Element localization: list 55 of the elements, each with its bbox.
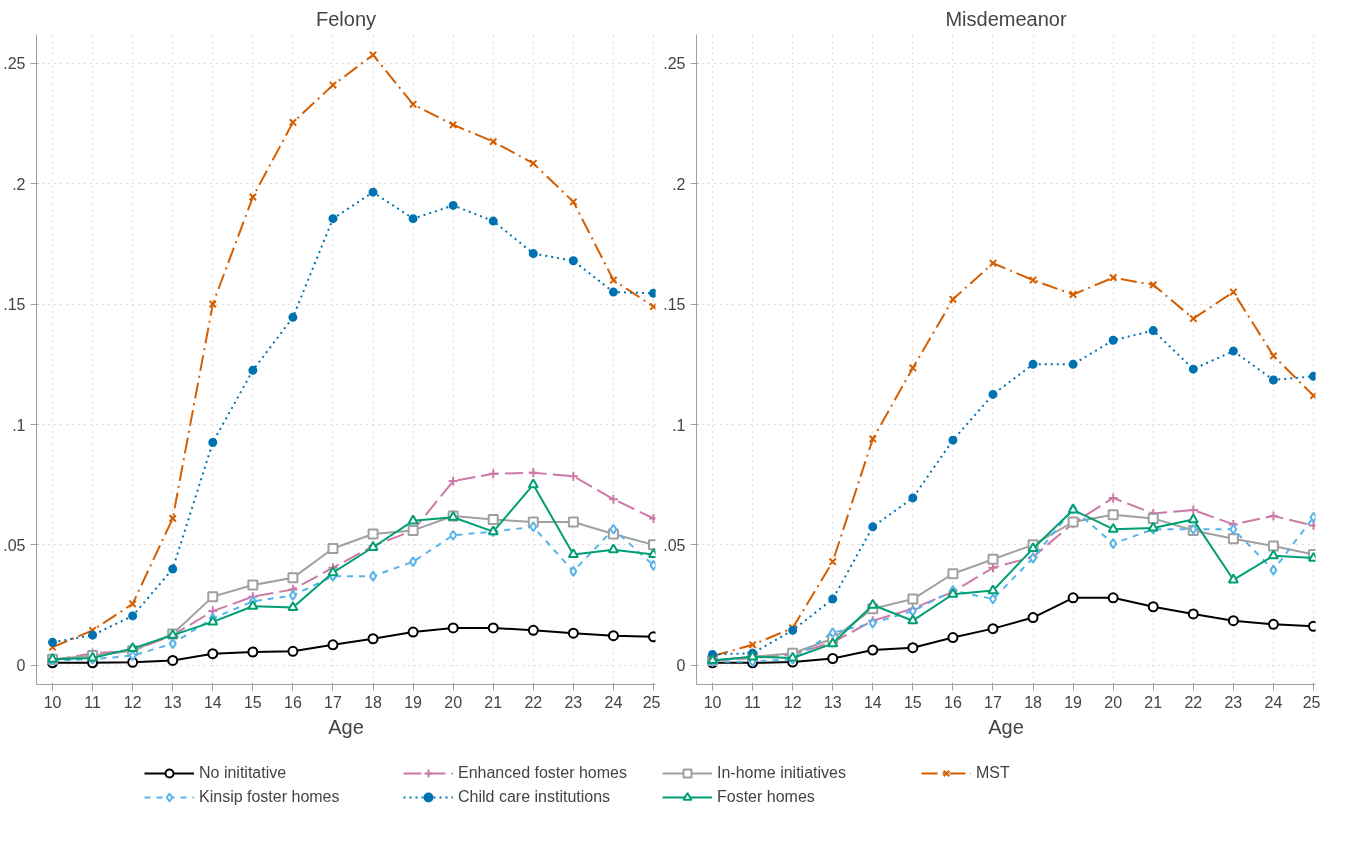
x-tick-label: 16 <box>284 693 302 711</box>
x-tick-label: 23 <box>1224 693 1243 711</box>
legend-label: Kinsip foster homes <box>199 788 341 806</box>
y-tick-label: .05 <box>3 536 26 554</box>
x-tick-label: 17 <box>984 693 1002 711</box>
y-tick-label: .15 <box>3 296 26 314</box>
y-tick-label: .1 <box>12 416 26 434</box>
chart-title: Felony <box>315 7 377 30</box>
x-tick-label: 22 <box>524 693 543 711</box>
x-tick-label: 13 <box>823 693 842 711</box>
x-tick-label: 21 <box>1144 693 1163 711</box>
x-tick-label: 15 <box>903 693 922 711</box>
x-tick-label: 25 <box>1302 693 1321 711</box>
x-tick-label: 24 <box>604 693 623 711</box>
x-tick-label: 24 <box>1264 693 1283 711</box>
legend-label: In-home initiatives <box>717 764 847 782</box>
x-tick-label: 11 <box>84 693 101 711</box>
y-tick-label: .25 <box>663 55 686 73</box>
y-tick-label: .25 <box>3 55 26 73</box>
x-tick-label: 10 <box>703 693 722 711</box>
x-tick-label: 13 <box>163 693 182 711</box>
x-tick-label: 12 <box>783 693 802 711</box>
x-tick-label: 14 <box>863 693 882 711</box>
x-tick-label: 10 <box>43 693 62 711</box>
x-tick-label: 14 <box>203 693 222 711</box>
y-tick-label: .1 <box>672 416 686 434</box>
x-tick-label: 19 <box>1064 693 1083 711</box>
legend-label: MST <box>976 764 1011 782</box>
x-tick-label: 19 <box>404 693 423 711</box>
x-tick-label: 21 <box>484 693 503 711</box>
legend-label: Foster homes <box>717 788 816 806</box>
x-tick-label: 18 <box>1024 693 1043 711</box>
x-tick-label: 20 <box>444 693 463 711</box>
x-tick-label: 25 <box>642 693 661 711</box>
y-tick-label: 0 <box>16 657 26 675</box>
x-axis-title: Age <box>328 715 364 738</box>
legend-label: Enhanced foster homes <box>458 764 628 782</box>
x-tick-label: 20 <box>1104 693 1123 711</box>
y-tick-label: .05 <box>663 536 686 554</box>
y-tick-label: 0 <box>676 657 686 675</box>
y-tick-label: .2 <box>12 175 26 193</box>
chart-title: Misdemeanor <box>945 7 1067 30</box>
x-tick-label: 23 <box>564 693 583 711</box>
legend-label: No inititative <box>199 764 288 782</box>
y-tick-label: .2 <box>672 175 686 193</box>
x-tick-label: 12 <box>123 693 142 711</box>
y-tick-label: .15 <box>663 296 686 314</box>
x-tick-label: 15 <box>243 693 262 711</box>
x-tick-label: 11 <box>744 693 761 711</box>
x-tick-label: 17 <box>324 693 342 711</box>
x-tick-label: 22 <box>1184 693 1203 711</box>
legend-label: Child care institutions <box>458 788 612 806</box>
x-axis-title: Age <box>988 715 1024 738</box>
x-tick-label: 16 <box>944 693 962 711</box>
x-tick-label: 18 <box>364 693 383 711</box>
